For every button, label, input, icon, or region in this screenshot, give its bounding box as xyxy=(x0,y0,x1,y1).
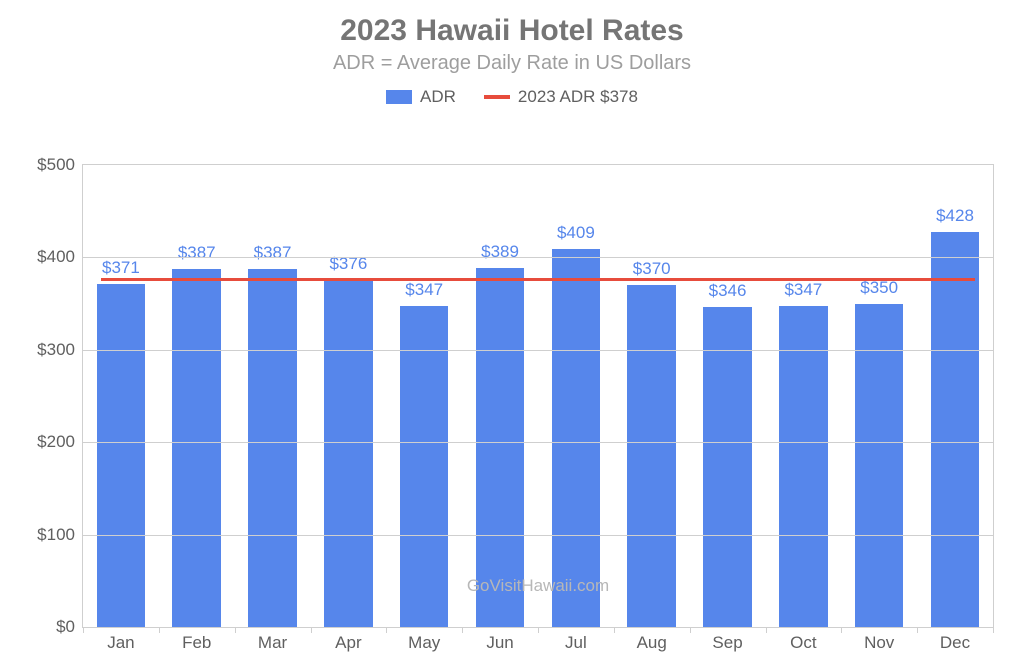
bars-group: $371Jan$387Feb$387Mar$376Apr$347May$389J… xyxy=(83,165,993,627)
legend-item-adr: ADR xyxy=(386,87,456,107)
bar-value-label: $371 xyxy=(102,258,140,278)
bar-slot: $389Jun xyxy=(462,165,538,627)
bar-value-label: $428 xyxy=(936,206,974,226)
legend-swatch-line-icon xyxy=(484,95,510,99)
bar-value-label: $370 xyxy=(633,259,671,279)
x-axis-tick-mark xyxy=(235,627,236,633)
bar-slot: $347May xyxy=(386,165,462,627)
bar xyxy=(172,269,221,627)
y-axis-tick-label: $400 xyxy=(37,247,83,267)
x-axis-tick-mark xyxy=(159,627,160,633)
x-axis-tick-label: Jan xyxy=(107,633,134,653)
x-axis-tick-label: Mar xyxy=(258,633,287,653)
x-axis-tick-label: Nov xyxy=(864,633,894,653)
x-axis-tick-mark xyxy=(538,627,539,633)
watermark: GoVisitHawaii.com xyxy=(467,576,609,596)
bar xyxy=(703,307,752,627)
gridline xyxy=(83,535,993,536)
x-axis-tick-label: Sep xyxy=(712,633,742,653)
x-axis-tick-label: Feb xyxy=(182,633,211,653)
bar-value-label: $409 xyxy=(557,223,595,243)
bar xyxy=(552,249,601,627)
bar-slot: $370Aug xyxy=(614,165,690,627)
gridline xyxy=(83,350,993,351)
chart-title: 2023 Hawaii Hotel Rates xyxy=(0,14,1024,48)
x-axis-tick-mark xyxy=(83,627,84,633)
x-axis-tick-mark xyxy=(690,627,691,633)
chart-container: 2023 Hawaii Hotel Rates ADR = Average Da… xyxy=(0,14,1024,667)
x-axis-tick-mark xyxy=(917,627,918,633)
legend-label: 2023 ADR $378 xyxy=(518,87,638,107)
bar xyxy=(97,284,146,627)
bar-slot: $350Nov xyxy=(841,165,917,627)
x-axis-tick-label: Jul xyxy=(565,633,587,653)
bar-slot: $371Jan xyxy=(83,165,159,627)
plot-area: $371Jan$387Feb$387Mar$376Apr$347May$389J… xyxy=(82,164,994,628)
chart-subtitle: ADR = Average Daily Rate in US Dollars xyxy=(0,52,1024,75)
legend-swatch-bar-icon xyxy=(386,90,412,104)
bar xyxy=(855,304,904,627)
x-axis-tick-mark xyxy=(993,627,994,633)
bar-slot: $428Dec xyxy=(917,165,993,627)
bar-slot: $346Sep xyxy=(690,165,766,627)
x-axis-tick-label: Jun xyxy=(486,633,513,653)
bar-slot: $387Mar xyxy=(235,165,311,627)
bar-value-label: $387 xyxy=(254,243,292,263)
x-axis-tick-label: May xyxy=(408,633,440,653)
x-axis-tick-label: Dec xyxy=(940,633,970,653)
x-axis-tick-mark xyxy=(614,627,615,633)
legend: ADR 2023 ADR $378 xyxy=(0,87,1024,107)
y-axis-tick-label: $500 xyxy=(37,155,83,175)
gridline xyxy=(83,257,993,258)
bar-slot: $387Feb xyxy=(159,165,235,627)
x-axis-tick-label: Oct xyxy=(790,633,816,653)
bar xyxy=(324,280,373,627)
legend-item-avg-line: 2023 ADR $378 xyxy=(484,87,638,107)
bar-slot: $409Jul xyxy=(538,165,614,627)
y-axis-tick-label: $0 xyxy=(56,617,83,637)
x-axis-tick-mark xyxy=(386,627,387,633)
y-axis-tick-label: $200 xyxy=(37,432,83,452)
gridline xyxy=(83,442,993,443)
bar xyxy=(400,306,449,627)
reference-line xyxy=(101,278,975,281)
bar xyxy=(627,285,676,627)
y-axis-tick-label: $300 xyxy=(37,340,83,360)
bar-value-label: $346 xyxy=(709,281,747,301)
bar-slot: $347Oct xyxy=(765,165,841,627)
x-axis-tick-mark xyxy=(462,627,463,633)
legend-label: ADR xyxy=(420,87,456,107)
bar xyxy=(248,269,297,627)
x-axis-tick-mark xyxy=(841,627,842,633)
bar xyxy=(779,306,828,627)
y-axis-tick-label: $100 xyxy=(37,525,83,545)
bar-value-label: $347 xyxy=(784,280,822,300)
x-axis-tick-mark xyxy=(766,627,767,633)
bar-value-label: $387 xyxy=(178,243,216,263)
bar xyxy=(931,232,980,627)
x-axis-tick-label: Aug xyxy=(637,633,667,653)
bar xyxy=(476,268,525,627)
bar-value-label: $389 xyxy=(481,242,519,262)
x-axis-tick-label: Apr xyxy=(335,633,361,653)
bar-slot: $376Apr xyxy=(310,165,386,627)
bar-value-label: $347 xyxy=(405,280,443,300)
x-axis-tick-mark xyxy=(311,627,312,633)
